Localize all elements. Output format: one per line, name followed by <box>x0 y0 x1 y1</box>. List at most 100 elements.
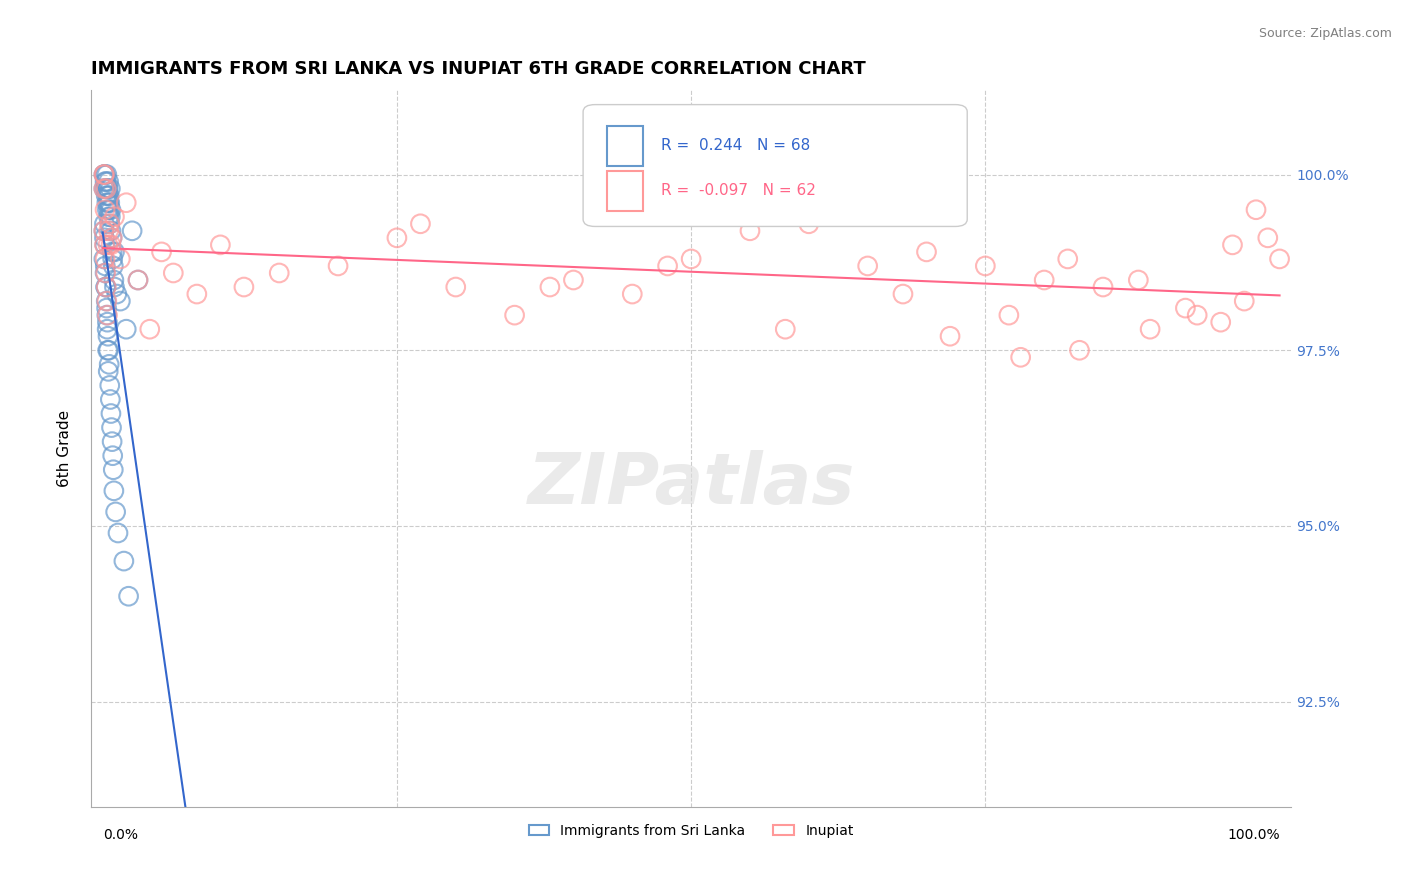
Point <box>1244 202 1267 217</box>
Point <box>93 181 115 195</box>
Point <box>209 238 232 252</box>
Point <box>100 224 122 238</box>
Point <box>93 168 115 182</box>
Point <box>974 259 997 273</box>
Text: Source: ZipAtlas.com: Source: ZipAtlas.com <box>1258 27 1392 40</box>
Point <box>96 188 118 202</box>
Point <box>562 273 585 287</box>
Point <box>98 357 121 371</box>
Point <box>98 181 121 195</box>
Point <box>98 188 121 202</box>
Point <box>856 259 879 273</box>
Point <box>1257 231 1279 245</box>
Bar <box>607 171 643 211</box>
Point <box>1033 273 1056 287</box>
Point <box>93 168 115 182</box>
Point <box>93 181 115 195</box>
Point <box>98 217 121 231</box>
Point <box>409 217 432 231</box>
Point <box>621 287 644 301</box>
Point <box>1174 301 1197 315</box>
Point <box>103 273 125 287</box>
Point <box>104 505 127 519</box>
Point <box>96 294 118 309</box>
Point <box>105 287 128 301</box>
Point <box>939 329 962 343</box>
Point <box>94 280 117 294</box>
Point <box>538 280 561 294</box>
Point <box>232 280 254 294</box>
Point <box>97 364 120 378</box>
Point <box>97 343 120 358</box>
Point <box>1222 238 1244 252</box>
Point <box>93 238 115 252</box>
Point <box>103 259 125 273</box>
Point <box>100 202 122 217</box>
Point <box>98 392 121 407</box>
Point <box>96 168 118 182</box>
Point <box>101 252 124 266</box>
Point <box>96 202 118 217</box>
Point <box>96 322 118 336</box>
Point <box>162 266 184 280</box>
Point <box>1069 343 1091 358</box>
FancyBboxPatch shape <box>583 104 967 227</box>
Text: ZIPatlas: ZIPatlas <box>527 450 855 519</box>
Point <box>97 343 120 358</box>
Point <box>797 217 820 231</box>
Point <box>1056 252 1078 266</box>
Point <box>100 420 122 434</box>
Point <box>94 181 117 195</box>
Point <box>1139 322 1161 336</box>
Point <box>115 322 138 336</box>
Point <box>94 259 117 273</box>
Point <box>96 195 118 210</box>
Point <box>1209 315 1232 329</box>
Point <box>1128 273 1150 287</box>
Point <box>96 308 118 322</box>
Text: 100.0%: 100.0% <box>1227 828 1279 842</box>
Point <box>738 224 761 238</box>
Point <box>1185 308 1208 322</box>
Point <box>97 210 120 224</box>
Y-axis label: 6th Grade: 6th Grade <box>58 410 72 487</box>
Point <box>775 322 797 336</box>
Point <box>121 224 143 238</box>
Point <box>97 181 120 195</box>
Point <box>98 202 121 217</box>
Point <box>94 252 117 266</box>
Point <box>115 195 138 210</box>
Point <box>93 252 115 266</box>
Point <box>101 231 124 245</box>
Point <box>101 449 124 463</box>
Point <box>107 526 129 541</box>
Point <box>186 287 208 301</box>
Point <box>100 407 122 421</box>
Point <box>94 266 117 280</box>
Point <box>1092 280 1115 294</box>
Point <box>94 202 117 217</box>
Point <box>150 244 173 259</box>
Point <box>94 238 117 252</box>
Text: IMMIGRANTS FROM SRI LANKA VS INUPIAT 6TH GRADE CORRELATION CHART: IMMIGRANTS FROM SRI LANKA VS INUPIAT 6TH… <box>91 60 866 78</box>
Point <box>503 308 526 322</box>
Point <box>93 168 115 182</box>
Point <box>100 238 122 252</box>
Point <box>94 266 117 280</box>
Point <box>98 378 121 392</box>
Point <box>127 273 149 287</box>
Point <box>110 252 132 266</box>
Point <box>103 280 125 294</box>
Point <box>385 231 408 245</box>
Point <box>110 294 132 309</box>
Point <box>93 224 115 238</box>
Point <box>93 224 115 238</box>
Text: 0.0%: 0.0% <box>103 828 138 842</box>
Point <box>103 244 125 259</box>
Point <box>117 589 139 603</box>
Point <box>96 181 118 195</box>
Point <box>93 217 115 231</box>
Point <box>139 322 162 336</box>
Point <box>101 434 124 449</box>
Point <box>97 238 120 252</box>
